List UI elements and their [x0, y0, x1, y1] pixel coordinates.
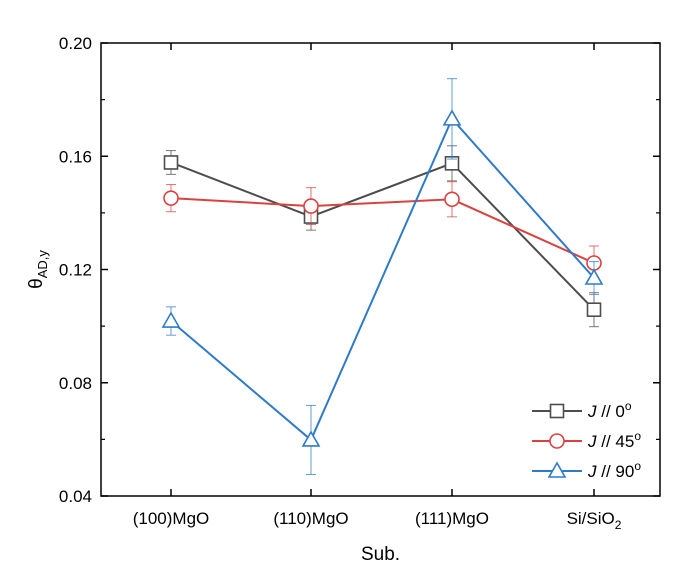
series-line [170, 161, 595, 311]
data-point [442, 109, 462, 126]
x-tick-label: (100)MgO [133, 509, 210, 528]
legend-label: J // 90o [587, 459, 641, 481]
legend-label-italic: J [587, 402, 597, 421]
legend-label-rest: // 90 [597, 462, 635, 481]
tick-labels: 0.04 0.08 0.12 0.16 0.20 (100)MgO (110)MgO (111… [59, 34, 622, 532]
y-axis-title-main: θ [26, 278, 47, 289]
y-tick-label: 0.08 [59, 374, 92, 393]
x-tick-label: (111)MgO [415, 509, 489, 528]
legend-label-sup: o [634, 459, 641, 473]
x-tick-label: Si/SiO2 [567, 509, 622, 532]
series-line [170, 197, 595, 264]
data-point [301, 430, 321, 447]
data-point [586, 302, 602, 318]
legend-marker [549, 403, 565, 419]
y-axis-title-sub: AD,y [35, 250, 50, 279]
legend-marker [547, 461, 567, 478]
data-point [163, 190, 179, 206]
data-point [303, 198, 319, 214]
legend-item: J // 0o [532, 399, 632, 421]
legend-label-italic: J [587, 432, 597, 451]
legend-item: J // 90o [532, 459, 641, 481]
legend-label: J // 45o [587, 429, 641, 451]
x-tick-label: (110)MgO [273, 509, 348, 528]
legend-label-italic: J [587, 462, 597, 481]
x-tick-label-main: (100)MgO [133, 509, 210, 528]
y-tick-label: 0.20 [59, 34, 92, 53]
x-tick-label-main: Si/SiO [567, 509, 615, 528]
ticks [101, 42, 660, 497]
y-tick-label: 0.04 [59, 487, 92, 506]
x-tick-label-sub: 2 [615, 518, 622, 532]
y-axis-title: θAD,y [26, 250, 50, 289]
data-point [161, 311, 181, 328]
series-layer [161, 78, 604, 475]
series-circle [163, 181, 602, 281]
legend-label: J // 0o [587, 399, 632, 421]
data-point [444, 191, 460, 208]
legend-marker [549, 433, 565, 449]
x-axis-title: Sub. [361, 544, 400, 565]
data-point [584, 268, 604, 285]
legend-label-sup: o [625, 399, 632, 413]
legend-label-rest: // 45 [597, 432, 635, 451]
legend-label-rest: // 0 [597, 402, 625, 421]
series-line [170, 117, 595, 442]
data-point [163, 155, 179, 170]
plot-frame [100, 42, 661, 497]
y-tick-label: 0.12 [59, 261, 92, 280]
x-tick-label-main: (110)MgO [273, 509, 348, 528]
legend-item: J // 45o [532, 429, 641, 451]
y-tick-label: 0.16 [59, 147, 92, 166]
legend-label-sup: o [634, 429, 641, 443]
x-tick-label-main: (111)MgO [415, 509, 489, 528]
series-triangle [161, 78, 604, 475]
